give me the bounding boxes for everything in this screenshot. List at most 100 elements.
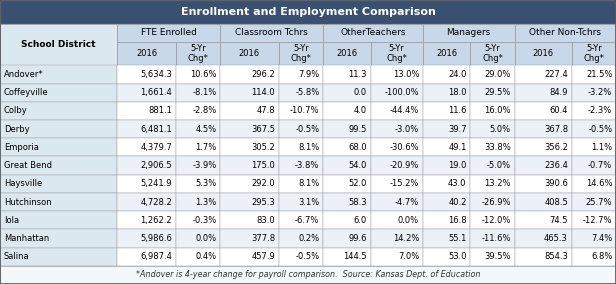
Text: -2.3%: -2.3% [588, 106, 612, 115]
Bar [117, 175, 176, 193]
Text: FTE Enrolled: FTE Enrolled [140, 28, 197, 37]
Bar [117, 138, 176, 156]
Text: 8.1%: 8.1% [298, 143, 319, 152]
Text: Enrollment and Employment Comparison: Enrollment and Employment Comparison [180, 7, 436, 17]
Bar [423, 102, 470, 120]
Bar [278, 42, 323, 65]
Bar [220, 211, 278, 229]
Text: 457.9: 457.9 [251, 252, 275, 261]
Bar [470, 138, 514, 156]
Text: 8.1%: 8.1% [298, 179, 319, 188]
Bar [323, 120, 371, 138]
Text: 47.8: 47.8 [256, 106, 275, 115]
Text: 39.7: 39.7 [448, 125, 466, 134]
Text: 11.3: 11.3 [349, 70, 367, 79]
Text: 408.5: 408.5 [544, 197, 568, 206]
Text: 5-Yr
Chg*: 5-Yr Chg* [290, 44, 311, 63]
Text: 10.6%: 10.6% [190, 70, 216, 79]
Bar [371, 248, 423, 266]
Bar [371, 211, 423, 229]
Text: -0.7%: -0.7% [588, 161, 612, 170]
Bar [470, 175, 514, 193]
Text: Salina: Salina [4, 252, 30, 261]
Bar [572, 102, 616, 120]
Bar [278, 83, 323, 102]
Bar [572, 211, 616, 229]
Text: 14.2%: 14.2% [393, 234, 419, 243]
Text: 5-Yr
Chg*: 5-Yr Chg* [187, 44, 208, 63]
Bar [0, 175, 117, 193]
Bar [220, 42, 278, 65]
Text: 43.0: 43.0 [448, 179, 466, 188]
Bar [176, 248, 220, 266]
Text: -8.1%: -8.1% [192, 88, 216, 97]
Text: -3.2%: -3.2% [588, 88, 612, 97]
Bar [323, 24, 423, 42]
Text: -20.9%: -20.9% [390, 161, 419, 170]
Text: -5.8%: -5.8% [295, 88, 319, 97]
Bar [0, 102, 117, 120]
Bar [572, 229, 616, 248]
Bar [514, 120, 572, 138]
Text: 295.3: 295.3 [251, 197, 275, 206]
Bar [514, 211, 572, 229]
Bar [0, 193, 117, 211]
Bar [220, 229, 278, 248]
Bar [0, 120, 117, 138]
Bar [0, 156, 117, 175]
Bar [220, 24, 323, 42]
Text: OtherTeachers: OtherTeachers [340, 28, 406, 37]
Bar [470, 102, 514, 120]
Bar [423, 175, 470, 193]
Text: 881.1: 881.1 [148, 106, 172, 115]
Text: -3.9%: -3.9% [192, 161, 216, 170]
Bar [423, 42, 470, 65]
Text: 54.0: 54.0 [349, 161, 367, 170]
Bar [0, 211, 117, 229]
Text: School District: School District [22, 40, 96, 49]
Text: 7.9%: 7.9% [298, 70, 319, 79]
Text: -6.7%: -6.7% [295, 216, 319, 225]
Bar [423, 248, 470, 266]
Bar [514, 193, 572, 211]
Text: 24.0: 24.0 [448, 70, 466, 79]
Bar [423, 24, 514, 42]
Text: 5-Yr
Chg*: 5-Yr Chg* [482, 44, 503, 63]
Bar [423, 65, 470, 83]
Text: 33.8%: 33.8% [484, 143, 511, 152]
Bar [423, 83, 470, 102]
Text: Colby: Colby [4, 106, 28, 115]
Text: 5,986.6: 5,986.6 [140, 234, 172, 243]
Bar [470, 42, 514, 65]
Bar [0, 24, 117, 65]
Text: 2016: 2016 [136, 49, 157, 58]
Text: Hutchinson: Hutchinson [4, 197, 51, 206]
Bar [323, 193, 371, 211]
Text: 19.0: 19.0 [448, 161, 466, 170]
Bar [117, 193, 176, 211]
Bar [572, 42, 616, 65]
Bar [0, 266, 616, 284]
Text: 18.0: 18.0 [448, 88, 466, 97]
Text: 144.5: 144.5 [343, 252, 367, 261]
Bar [220, 248, 278, 266]
Bar [176, 229, 220, 248]
Text: Manhattan: Manhattan [4, 234, 49, 243]
Text: 3.1%: 3.1% [298, 197, 319, 206]
Text: 14.6%: 14.6% [586, 179, 612, 188]
Bar [323, 248, 371, 266]
Text: -11.6%: -11.6% [482, 234, 511, 243]
Text: 4,728.2: 4,728.2 [140, 197, 172, 206]
Text: 13.2%: 13.2% [484, 179, 511, 188]
Bar [323, 102, 371, 120]
Text: 99.5: 99.5 [349, 125, 367, 134]
Bar [423, 138, 470, 156]
Bar [423, 120, 470, 138]
Text: 6.8%: 6.8% [591, 252, 612, 261]
Bar [371, 102, 423, 120]
Bar [470, 193, 514, 211]
Bar [514, 24, 616, 42]
Text: 1,262.2: 1,262.2 [140, 216, 172, 225]
Bar [278, 229, 323, 248]
Bar [176, 65, 220, 83]
